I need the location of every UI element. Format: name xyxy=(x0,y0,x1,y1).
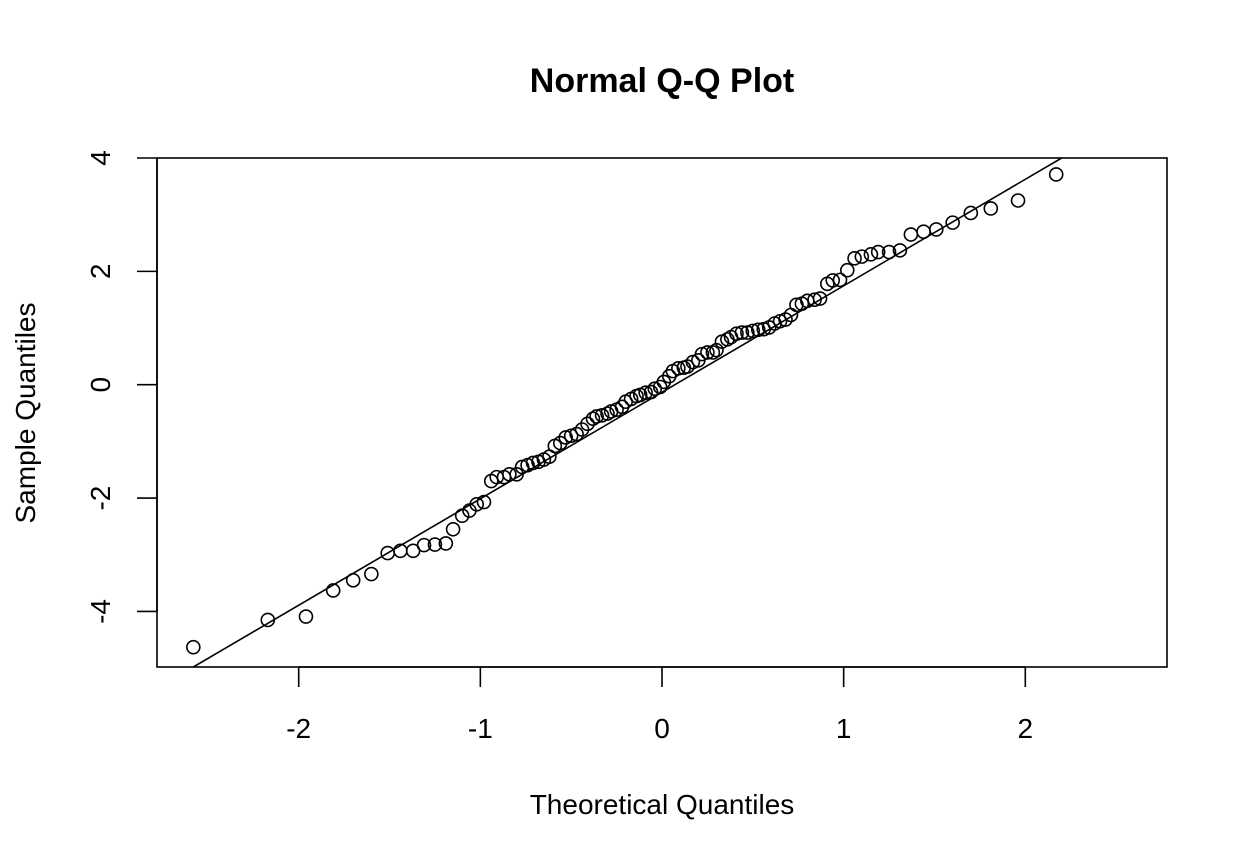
data-point xyxy=(469,497,485,512)
data-point xyxy=(454,508,470,523)
data-point xyxy=(638,385,653,400)
data-point xyxy=(416,537,432,553)
data-point xyxy=(600,406,615,421)
data-point xyxy=(892,243,908,258)
data-point xyxy=(445,521,461,537)
data-point xyxy=(260,612,276,628)
data-points xyxy=(186,167,1064,655)
x-axis: -2 -1 0 1 2 xyxy=(286,666,1034,744)
data-point xyxy=(807,292,822,308)
data-point xyxy=(750,322,766,338)
data-point xyxy=(812,291,828,306)
data-point xyxy=(983,201,999,216)
y-axis-label: Sample Quantiles xyxy=(10,302,41,523)
data-point xyxy=(870,244,886,260)
data-point xyxy=(427,537,443,552)
data-point xyxy=(345,572,361,588)
data-point xyxy=(916,224,931,239)
data-point xyxy=(928,222,944,237)
data-point xyxy=(863,247,879,262)
data-point xyxy=(903,227,919,242)
chart-title: Normal Q-Q Plot xyxy=(530,62,794,100)
data-point xyxy=(963,205,979,221)
data-point xyxy=(589,409,604,424)
y-tick-label: -2 xyxy=(85,486,116,511)
data-point xyxy=(186,639,201,655)
data-point xyxy=(832,272,848,288)
reference-line-group xyxy=(192,158,1063,667)
plot-frame xyxy=(156,157,1168,668)
x-axis-label: Theoretical Quantiles xyxy=(530,789,795,820)
data-point xyxy=(1048,167,1064,182)
x-tick-label: -1 xyxy=(468,713,493,744)
data-point xyxy=(847,251,862,266)
data-point xyxy=(700,345,715,360)
x-tick-label: 2 xyxy=(1018,713,1034,744)
data-point xyxy=(585,411,601,427)
x-tick-label: -2 xyxy=(286,713,311,744)
data-point xyxy=(525,455,541,471)
data-point xyxy=(729,326,744,342)
data-point xyxy=(509,466,524,482)
data-point xyxy=(1010,193,1026,208)
data-point xyxy=(945,215,960,230)
data-point xyxy=(476,494,492,510)
y-tick-label: 2 xyxy=(85,264,116,280)
y-axis: -4 -2 0 2 4 xyxy=(85,150,158,624)
data-point xyxy=(325,583,341,598)
data-point xyxy=(705,345,721,360)
data-point xyxy=(438,536,454,551)
data-point xyxy=(671,360,686,376)
data-point xyxy=(881,244,897,260)
data-point xyxy=(734,325,750,340)
data-point xyxy=(580,416,595,432)
data-point xyxy=(364,566,379,582)
reference-line xyxy=(192,158,1063,667)
data-point xyxy=(825,273,841,288)
x-tick-label: 1 xyxy=(836,713,852,744)
y-tick-label: -4 xyxy=(85,599,116,624)
data-point xyxy=(745,323,761,339)
data-point xyxy=(298,609,314,624)
x-tick-label: 0 xyxy=(654,713,670,744)
y-tick-label: 4 xyxy=(85,150,116,166)
data-point xyxy=(502,466,517,482)
data-point xyxy=(854,249,870,264)
y-tick-label: 0 xyxy=(85,377,116,393)
data-point xyxy=(839,262,855,278)
